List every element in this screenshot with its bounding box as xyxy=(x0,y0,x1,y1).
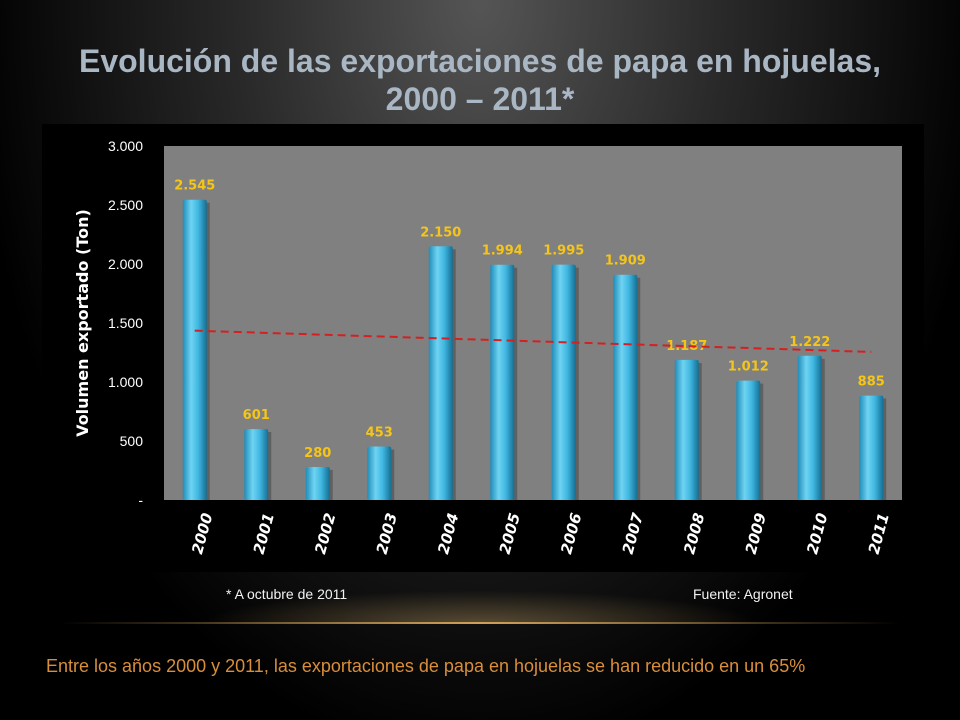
x-tick-label: 2002 xyxy=(311,511,339,556)
bar-2006 xyxy=(551,264,576,500)
value-label: 885 xyxy=(858,375,885,390)
value-label: 2.545 xyxy=(174,179,215,194)
footnote-date: * A octubre de 2011 xyxy=(226,586,348,602)
title-line-1: Evolución de las exportaciones de papa e… xyxy=(78,43,881,79)
value-label: 1.909 xyxy=(605,254,646,269)
value-label: 1.222 xyxy=(789,335,830,350)
x-tick-label: 2000 xyxy=(188,511,216,556)
value-label: 1.012 xyxy=(728,360,769,375)
y-tick-label: - xyxy=(138,492,143,508)
x-tick-label: 2003 xyxy=(373,511,401,556)
bar-2003 xyxy=(367,446,392,500)
trend-line xyxy=(194,329,872,353)
y-tick-label: 1.000 xyxy=(108,374,143,390)
value-label: 1.994 xyxy=(482,244,523,259)
x-tick-label: 2005 xyxy=(496,511,524,556)
y-tick-label: 2.500 xyxy=(108,197,143,213)
y-axis-label: Volumen exportado (Ton) xyxy=(73,209,92,437)
divider-line xyxy=(60,622,900,624)
x-tick-label: 2001 xyxy=(250,511,278,556)
bar-2005 xyxy=(490,264,515,500)
x-tick-label: 2011 xyxy=(865,511,893,556)
bar-2002 xyxy=(305,466,330,500)
bar-2004 xyxy=(428,246,453,500)
bar-2011 xyxy=(859,395,884,500)
y-tick-label: 3.000 xyxy=(108,138,143,154)
value-label: 1.995 xyxy=(543,244,584,259)
bar-2007 xyxy=(613,274,638,500)
value-label: 453 xyxy=(366,426,393,441)
summary-text: Entre los años 2000 y 2011, las exportac… xyxy=(46,656,806,676)
value-label: 2.150 xyxy=(420,225,461,240)
value-label: 1.187 xyxy=(666,339,707,354)
x-tick-label: 2004 xyxy=(434,511,462,556)
value-label: 601 xyxy=(243,408,270,423)
x-tick-label: 2009 xyxy=(742,511,770,556)
footnote-source: Fuente: Agronet xyxy=(693,586,793,602)
x-tick-label: 2007 xyxy=(619,511,647,557)
bar-2010 xyxy=(797,355,822,500)
slide-title: Evolución de las exportaciones de papa e… xyxy=(60,42,900,118)
y-tick-label: 1.500 xyxy=(108,315,143,331)
title-line-2: 2000 – 2011* xyxy=(385,81,575,117)
x-tick-label: 2008 xyxy=(680,511,708,556)
y-tick-label: 2.000 xyxy=(108,256,143,272)
bar-2001 xyxy=(244,429,269,500)
x-tick-label: 2006 xyxy=(557,511,585,556)
bar-2008 xyxy=(674,359,699,500)
footer-glow xyxy=(200,590,760,624)
value-label: 280 xyxy=(304,446,331,461)
x-tick-label: 2010 xyxy=(803,511,831,556)
bar-2000 xyxy=(182,199,207,500)
bar-2009 xyxy=(736,380,761,500)
plot-area xyxy=(164,146,902,500)
y-tick-label: 500 xyxy=(120,433,144,449)
